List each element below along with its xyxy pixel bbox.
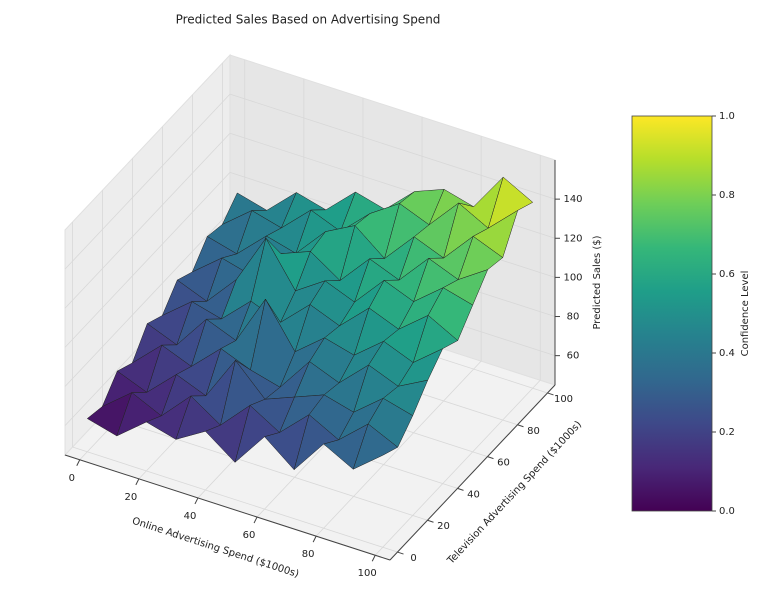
colorbar-tick-label: 0.2 (719, 427, 735, 438)
grid-line (374, 379, 541, 556)
chart-title: Predicted Sales Based on Advertising Spe… (176, 13, 441, 27)
grid-line (64, 172, 231, 348)
grid-line (72, 446, 398, 553)
x-tick (135, 478, 140, 486)
grid-line (64, 211, 231, 387)
z-tick-label: 100 (563, 272, 582, 283)
colorbar-tick-label: 1.0 (719, 111, 735, 122)
y-tick (427, 519, 434, 523)
y-tick (517, 424, 524, 428)
y-tick (457, 487, 464, 491)
x-tick (194, 497, 199, 505)
colorbar-tick-label: 0.6 (719, 269, 735, 280)
z-tick-label: 60 (567, 351, 580, 362)
x-axis-label: Online Advertising Spend ($1000s) (131, 516, 301, 580)
x-tick-label: 80 (302, 549, 315, 560)
surface (87, 176, 533, 470)
z-axis-label: Predicted Sales ($) (592, 235, 603, 329)
z-tick-label: 80 (567, 312, 580, 323)
x-tick (253, 516, 258, 524)
surface-cell (352, 423, 398, 470)
x-tick (312, 535, 317, 543)
y-tick-label: 40 (467, 489, 480, 500)
x-tick-label: 100 (358, 568, 377, 579)
colorbar-scale (631, 115, 713, 512)
colorbar: 0.0 0.2 0.4 0.6 0.8 1.0 Confidence Level (631, 111, 751, 517)
grid-line (315, 360, 482, 537)
colorbar-tick-label: 0.4 (719, 348, 735, 359)
z-tick-label: 140 (563, 194, 582, 205)
colorbar-tick-label: 0.0 (719, 506, 735, 517)
y-tick-label: 60 (497, 458, 510, 469)
colorbar-tick-label: 0.8 (719, 190, 735, 201)
x-tick-label: 40 (184, 511, 197, 522)
x-axis (64, 454, 391, 561)
y-tick-label: 20 (437, 521, 450, 532)
y-tick (397, 551, 404, 555)
x-tick (76, 459, 81, 466)
y-tick-label: 0 (410, 553, 416, 564)
x-tick-label: 60 (243, 530, 256, 541)
x-tick-label: 0 (69, 473, 75, 484)
y-tick (487, 456, 494, 460)
grid-line (64, 93, 231, 270)
y-axis (389, 384, 556, 561)
z-tick-label: 120 (563, 233, 582, 244)
y-tick-label: 80 (527, 426, 540, 437)
y-tick-label: 100 (554, 394, 573, 405)
y-tick (547, 392, 554, 396)
colorbar-label: Confidence Level (740, 271, 751, 357)
x-tick (371, 555, 376, 562)
x-tick-label: 20 (124, 492, 137, 503)
grid-line (102, 414, 428, 521)
grid-line (64, 132, 231, 309)
